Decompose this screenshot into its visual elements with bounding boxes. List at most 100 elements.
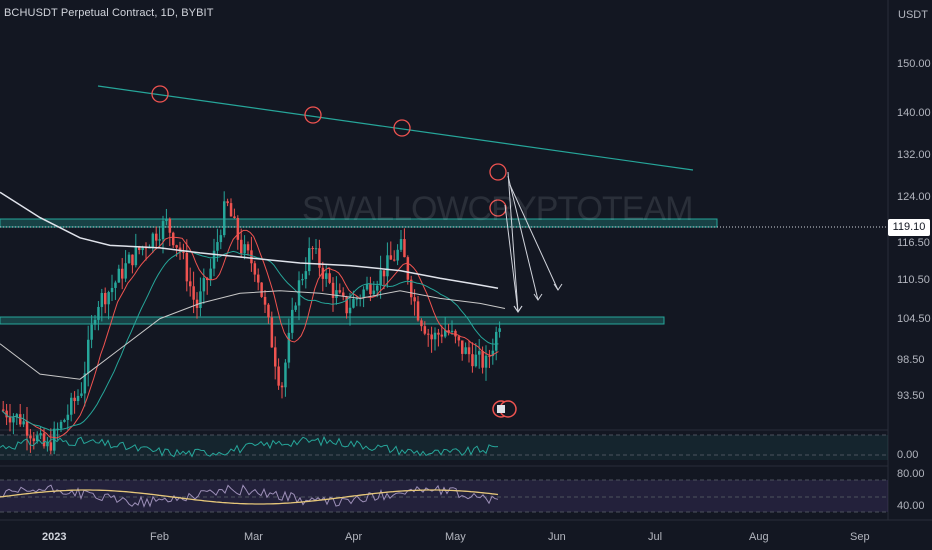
osc-tick: 80.00: [897, 468, 925, 480]
projection-arrow: [507, 175, 539, 301]
candle-body: [243, 244, 246, 254]
time-label: Feb: [150, 531, 169, 543]
candle-body: [270, 317, 274, 348]
ma-green-line: [1, 250, 499, 431]
ma-white-line: [0, 191, 499, 290]
candle-body: [467, 347, 471, 355]
candle-body: [199, 291, 202, 309]
candle-body: [444, 330, 447, 337]
chart-title: BCHUSDT Perpetual Contract, 1D, BYBIT: [4, 7, 214, 19]
candle-body: [301, 279, 304, 281]
candle-body: [127, 254, 131, 264]
candle-body: [134, 246, 138, 266]
candle-body: [461, 340, 464, 354]
candle-body: [93, 319, 97, 325]
candle-body: [267, 304, 270, 318]
candle-body: [304, 271, 308, 280]
candle-body: [454, 330, 457, 337]
candle-body: [474, 354, 478, 367]
candle-body: [457, 336, 461, 341]
candle-body: [22, 421, 25, 425]
candle-body: [161, 221, 165, 240]
candle-body: [331, 282, 335, 298]
candle-body: [379, 270, 382, 286]
candle-body: [335, 290, 338, 298]
time-label: Apr: [345, 531, 363, 543]
price-tick: 116.50: [897, 237, 930, 249]
candle-body: [124, 263, 127, 279]
candle-body: [151, 233, 155, 247]
candle-body: [393, 259, 396, 261]
candle-body: [498, 328, 501, 332]
osc-signal-line: [0, 489, 499, 505]
candle-body: [294, 305, 297, 310]
candle-body: [416, 301, 420, 321]
candle-body: [25, 421, 29, 436]
candle-body: [8, 417, 12, 423]
last-price-tag: 119.10: [888, 219, 930, 236]
candle-body: [253, 263, 257, 275]
candle-body: [141, 246, 144, 251]
candle-body: [189, 281, 192, 287]
candle-body: [114, 282, 117, 288]
candle-body: [165, 218, 168, 222]
candle-body: [32, 438, 36, 442]
candle-body: [433, 332, 437, 340]
candle-body: [321, 267, 325, 279]
time-label: Sep: [850, 531, 870, 543]
candle-body: [29, 435, 32, 439]
candle-body: [229, 203, 233, 217]
candle-body: [257, 274, 260, 283]
candle-body: [352, 298, 355, 308]
candle-body: [447, 330, 450, 332]
price-tick: 132.00: [897, 149, 931, 161]
highlight-circle: [393, 119, 411, 137]
candle-body: [284, 362, 287, 388]
candle-body: [287, 332, 291, 363]
candle-body: [83, 373, 87, 394]
ma-grey-line: [0, 290, 506, 380]
candle-body: [338, 290, 342, 293]
candle-body: [396, 249, 399, 261]
candle-body: [277, 366, 280, 386]
candle-body: [49, 442, 53, 451]
candle-body: [450, 330, 454, 332]
candle-body: [297, 280, 301, 306]
candle-body: [110, 287, 114, 293]
candle-body: [311, 248, 314, 250]
projection-arrow: [509, 184, 559, 291]
candle-body: [168, 218, 172, 233]
candle-body: [192, 286, 195, 300]
price-tick: 98.50: [897, 354, 925, 366]
candle-body: [362, 289, 365, 299]
candle-body: [246, 244, 250, 251]
candle-body: [90, 324, 93, 340]
candle-body: [73, 397, 76, 402]
candle-body: [195, 299, 199, 309]
candle-body: [212, 250, 216, 269]
candle-body: [314, 248, 318, 250]
time-label: Jun: [548, 531, 566, 543]
candle-body: [437, 332, 440, 335]
projection-arrow: [507, 171, 519, 313]
projection-arrow: [504, 204, 519, 313]
candle-body: [491, 350, 495, 357]
osc-band: [0, 480, 888, 512]
candle-body: [175, 245, 178, 248]
candle-body: [369, 284, 372, 295]
candle-body: [355, 298, 359, 300]
price-tick: 93.50: [897, 390, 925, 402]
candle-body: [202, 278, 206, 292]
candle-body: [291, 309, 294, 333]
candle-body: [12, 417, 15, 423]
candle-body: [481, 351, 484, 368]
candle-body: [66, 414, 70, 420]
candle-body: [328, 273, 331, 283]
candle-body: [430, 334, 433, 340]
candle-body: [70, 397, 73, 415]
candle-body: [236, 217, 240, 240]
candle-body: [240, 239, 243, 254]
candle-body: [226, 201, 229, 204]
candle-body: [2, 409, 5, 411]
